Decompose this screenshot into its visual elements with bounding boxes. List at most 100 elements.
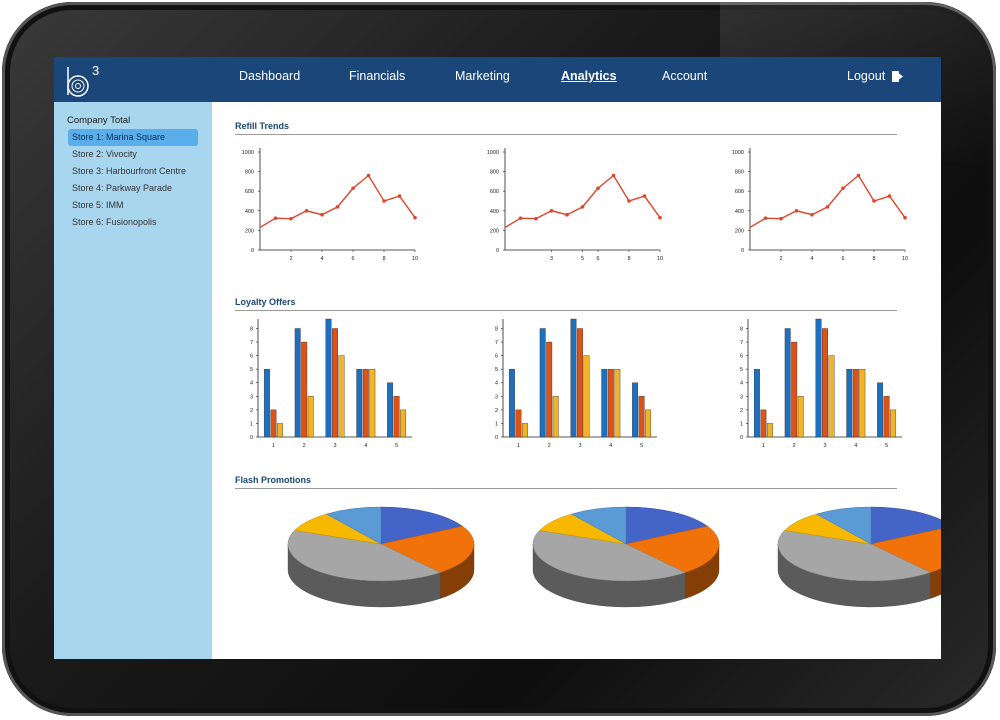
y-tick-label: 6 (250, 354, 253, 360)
pie-slice (325, 506, 382, 545)
y-tick-label: 1 (740, 421, 743, 427)
data-point (779, 216, 783, 221)
logout-icon (892, 70, 904, 82)
flash-promotions-pie-chart (532, 506, 720, 608)
pie-slice (625, 506, 709, 545)
y-tick-label: 600 (490, 189, 499, 195)
x-tick-label: 1 (762, 443, 765, 449)
y-tick-label: 0 (495, 435, 498, 441)
store-item-vivocity[interactable]: Store 2: Vivocity (72, 149, 137, 159)
app-screen: 3 Dashboard Financials Marketing Analyti… (54, 57, 941, 659)
x-tick-label: 2 (779, 256, 782, 262)
data-point (413, 215, 417, 220)
store-item-parkway-parade[interactable]: Store 4: Parkway Parade (72, 183, 173, 193)
store-item-harbourfront-centre[interactable]: Store 3: Harbourfront Centre (72, 166, 187, 176)
x-tick-label: 8 (382, 256, 385, 262)
bar (645, 409, 652, 438)
data-point (335, 205, 340, 209)
y-tick-label: 1000 (732, 150, 744, 156)
store-sidebar: Company Total Store 1: Marina Square Sto… (54, 102, 212, 659)
data-point (289, 216, 293, 221)
data-point (658, 215, 662, 220)
bar (332, 328, 338, 438)
nav-account[interactable]: Account (662, 69, 708, 83)
x-tick-label: 6 (351, 256, 354, 262)
bar (890, 409, 897, 438)
data-point (304, 209, 309, 213)
y-tick-label: 5 (495, 367, 498, 373)
x-tick-label: 8 (627, 256, 630, 262)
refill-trend-line-chart: 0 200 400 600 800 1000 2 4 6 8 10 (732, 148, 908, 262)
pie-slice (532, 530, 686, 582)
bar (797, 396, 804, 438)
pie-slice (625, 525, 720, 573)
pie-slice (870, 506, 941, 545)
nav-financials[interactable]: Financials (349, 69, 406, 83)
y-tick-label: 8 (250, 326, 253, 332)
store-item-fusionopolis[interactable]: Store 6: Fusionopolis (72, 217, 157, 227)
x-tick-label: 3 (823, 443, 826, 449)
bar (766, 423, 773, 438)
store-item-marina-square[interactable]: Store 1: Marina Square (68, 129, 198, 146)
y-tick-label: 0 (251, 248, 254, 254)
data-point (841, 186, 845, 191)
x-tick-label: 10 (902, 256, 908, 262)
y-tick-label: 6 (495, 354, 498, 360)
x-tick-label: 4 (609, 443, 612, 449)
loyalty-offers-bar-chart: 0 1 2 3 4 5 6 7 8 1 2 3 4 5 (740, 318, 902, 449)
refill-trend-line-chart: 0 200 400 600 800 1000 3 5 6 8 10 (487, 148, 663, 262)
data-point (887, 194, 892, 198)
bar (852, 368, 859, 438)
y-tick-label: 400 (245, 209, 254, 215)
nav-dashboard[interactable]: Dashboard (239, 69, 301, 83)
y-tick-label: 400 (735, 209, 744, 215)
data-point (382, 199, 386, 203)
y-tick-label: 0 (740, 435, 743, 441)
x-tick-label: 2 (289, 256, 292, 262)
y-tick-label: 6 (740, 354, 743, 360)
y-tick-label: 1 (495, 421, 498, 427)
section-divider (235, 310, 897, 311)
data-point (565, 212, 569, 217)
store-item-imm[interactable]: Store 5: IMM (72, 200, 124, 210)
bar (822, 328, 828, 438)
flash-promotions-pie-chart (777, 506, 941, 608)
bar (570, 318, 577, 438)
data-point (611, 173, 616, 178)
data-point (549, 209, 554, 213)
y-tick-label: 1 (250, 421, 253, 427)
bar (393, 396, 400, 438)
bar (515, 409, 522, 438)
x-tick-label: 2 (303, 443, 306, 449)
y-tick-label: 7 (495, 340, 498, 346)
y-tick-label: 400 (490, 209, 499, 215)
top-navigation-bar: 3 Dashboard Financials Marketing Analyti… (54, 57, 941, 102)
bar (356, 368, 363, 438)
loyalty-offers-bar-chart: 0 1 2 3 4 5 6 7 8 1 2 3 4 5 (495, 318, 657, 449)
data-point (810, 212, 814, 217)
y-tick-label: 3 (495, 394, 498, 400)
x-tick-label: 5 (395, 443, 398, 449)
nav-marketing[interactable]: Marketing (455, 69, 510, 83)
data-point (518, 216, 523, 220)
sidebar-title[interactable]: Company Total (67, 115, 131, 126)
x-tick-label: 1 (517, 443, 520, 449)
y-tick-label: 4 (740, 381, 743, 387)
x-tick-label: 8 (872, 256, 875, 262)
y-tick-label: 1000 (242, 150, 254, 156)
company-logo[interactable]: 3 (64, 61, 104, 99)
nav-analytics[interactable]: Analytics (561, 69, 617, 83)
x-tick-label: 6 (596, 256, 599, 262)
x-tick-label: 2 (793, 443, 796, 449)
bar (338, 355, 345, 438)
bar (552, 396, 559, 438)
bar (369, 368, 376, 438)
logout-button[interactable]: Logout (847, 69, 905, 83)
bar (883, 396, 890, 438)
y-tick-label: 800 (735, 170, 744, 176)
x-tick-label: 2 (548, 443, 551, 449)
y-tick-label: 800 (245, 170, 254, 176)
y-tick-label: 2 (495, 408, 498, 414)
pie-slice (380, 506, 464, 545)
bar (828, 355, 835, 438)
